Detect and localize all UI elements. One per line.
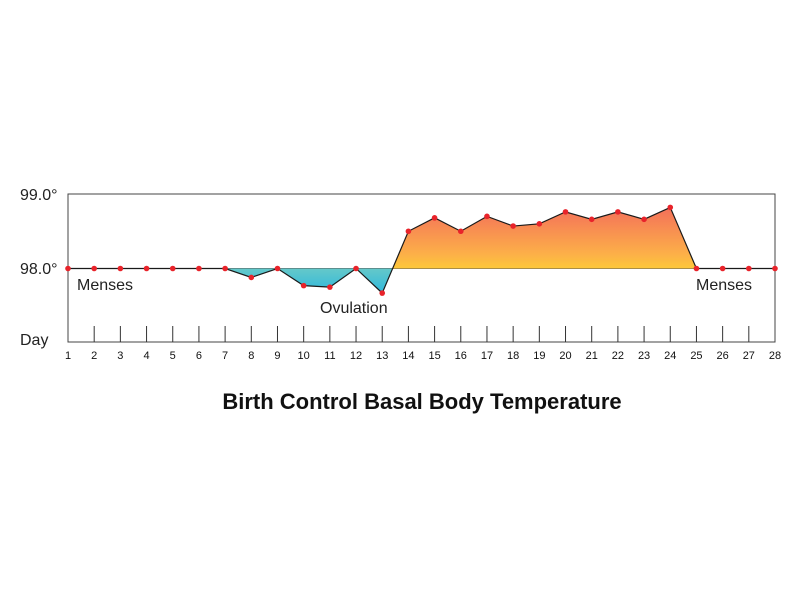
annotation-menses-start: Menses (77, 277, 133, 294)
data-point-day-26 (719, 265, 726, 272)
data-point-day-11 (327, 284, 333, 290)
data-point-day-3 (117, 265, 124, 272)
day-label-4: 4 (143, 350, 149, 362)
data-point-day-4 (143, 265, 150, 272)
data-point-day-25 (693, 265, 700, 272)
day-label-15: 15 (428, 350, 440, 362)
data-point-day-24 (667, 204, 674, 211)
day-label-26: 26 (717, 350, 729, 362)
day-label-17: 17 (481, 350, 493, 362)
data-point-day-13 (379, 290, 386, 296)
day-label-13: 13 (376, 350, 388, 362)
data-point-day-10 (300, 282, 307, 289)
day-label-25: 25 (690, 350, 702, 362)
data-point-day-12 (353, 265, 359, 272)
day-label-2: 2 (91, 350, 97, 362)
data-point-day-27 (746, 265, 752, 272)
y-tick-label-98: 98.0° (20, 261, 58, 278)
temperature-points (65, 204, 778, 296)
data-point-day-23 (641, 216, 647, 223)
data-point-day-1 (65, 265, 71, 272)
area-above-baseline (68, 207, 775, 269)
data-point-day-20 (562, 209, 569, 215)
data-point-day-2 (91, 265, 97, 272)
day-label-11: 11 (324, 350, 335, 362)
day-label-20: 20 (559, 350, 571, 362)
temperature-line (68, 206, 775, 295)
day-tick-marks (93, 326, 750, 342)
data-point-day-6 (196, 265, 202, 272)
day-label-6: 6 (196, 350, 202, 362)
day-label-14: 14 (402, 350, 414, 362)
annotation-ovulation: Ovulation (320, 300, 388, 317)
day-label-16: 16 (455, 350, 467, 362)
annotation-menses-end: Menses (696, 277, 752, 294)
day-label-3: 3 (117, 350, 123, 362)
day-tick-labels: 1 2 3 4 5 6 7 8 9 10 11 12 13 14 15 16 17 18 19 20 21 22 23 24 2… (65, 350, 781, 362)
day-label-9: 9 (274, 350, 280, 362)
day-label-24: 24 (664, 350, 676, 362)
day-label-18: 18 (507, 350, 519, 362)
day-label-21: 21 (586, 350, 598, 362)
data-point-day-28 (772, 265, 778, 272)
data-point-day-15 (431, 215, 438, 221)
data-point-day-17 (484, 213, 490, 220)
day-label-23: 23 (638, 350, 650, 362)
data-point-day-21 (588, 216, 595, 223)
data-point-day-9 (274, 265, 281, 272)
x-axis-label: Day (20, 332, 48, 349)
data-point-day-8 (248, 274, 255, 281)
day-label-19: 19 (533, 350, 545, 362)
day-label-1: 1 (65, 350, 71, 362)
data-point-day-7 (222, 265, 228, 272)
chart-title: Birth Control Basal Body Temperature (222, 389, 621, 414)
day-label-27: 27 (743, 350, 755, 362)
data-point-day-22 (615, 209, 621, 215)
day-label-22: 22 (612, 350, 624, 362)
day-label-8: 8 (248, 350, 254, 362)
data-point-day-18 (510, 223, 516, 229)
data-point-day-16 (457, 228, 464, 235)
data-point-day-5 (169, 265, 176, 272)
data-point-day-14 (405, 228, 412, 235)
y-tick-label-99: 99.0° (20, 187, 58, 204)
day-label-10: 10 (298, 350, 310, 362)
day-label-28: 28 (769, 350, 781, 362)
data-point-day-19 (536, 221, 543, 227)
day-label-12: 12 (350, 350, 362, 362)
day-label-5: 5 (170, 350, 176, 362)
day-label-7: 7 (222, 350, 228, 362)
